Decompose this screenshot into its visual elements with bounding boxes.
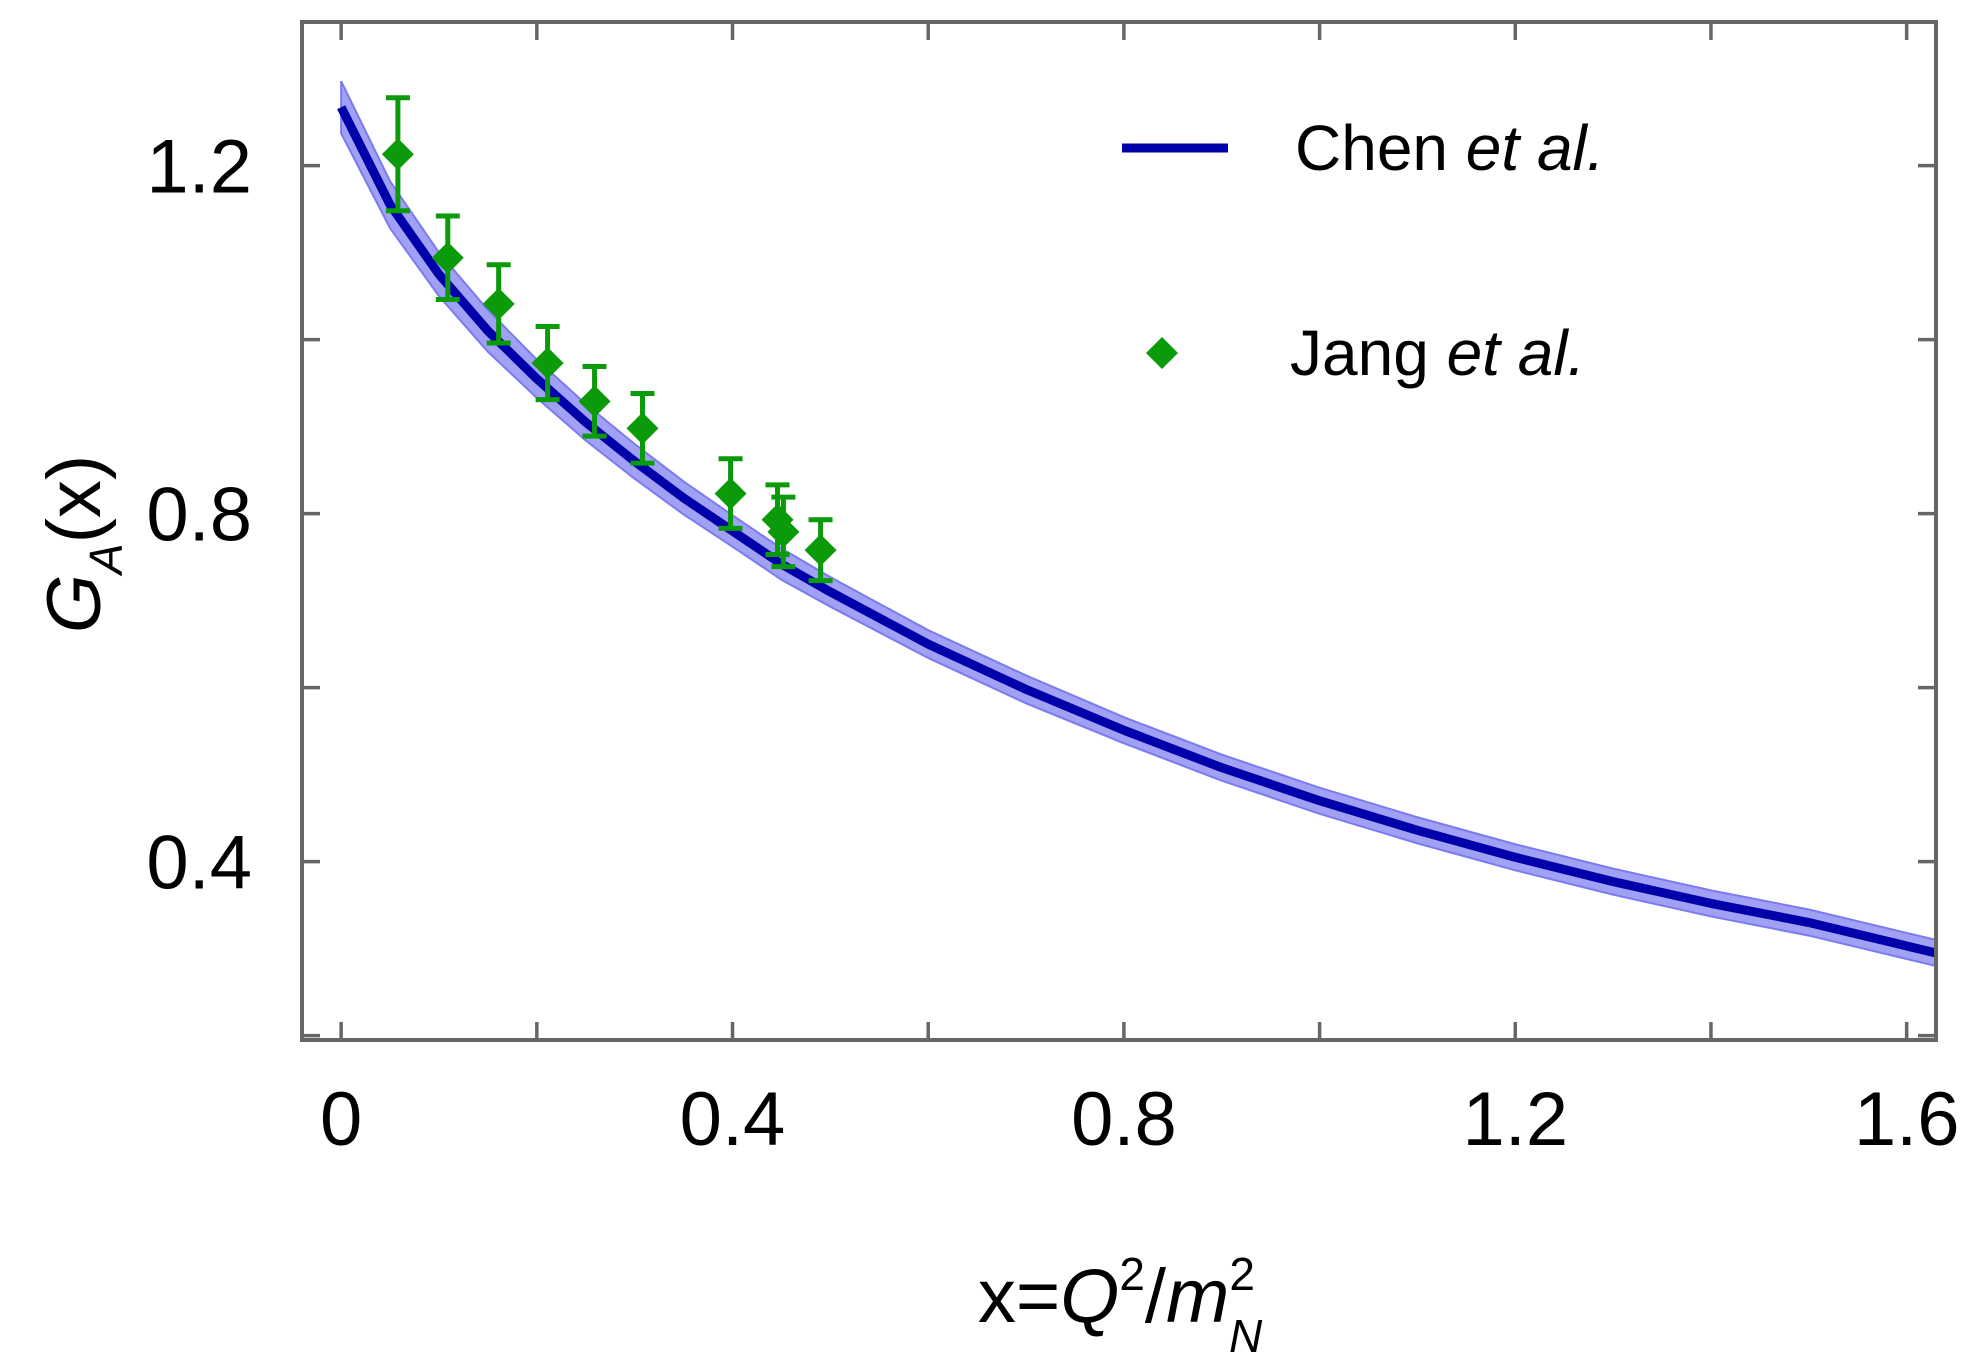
legend-chen-name: Chen — [1295, 112, 1448, 184]
jang-data-point — [482, 287, 515, 320]
axis-ticks-group — [302, 22, 1936, 1040]
jang-data-point — [431, 241, 464, 274]
chen-uncertainty-band — [340, 80, 1937, 968]
legend-jang-swatch — [1146, 337, 1178, 369]
y-axis-title: GA(x) — [32, 455, 132, 633]
jang-data-point — [767, 515, 800, 548]
y-tick-label: 0.8 — [146, 473, 252, 558]
jang-data-points-group — [381, 95, 837, 584]
jang-data-point — [804, 534, 837, 567]
x-tick-label: 0.4 — [680, 1077, 786, 1162]
x-tick-label: 1.2 — [1462, 1077, 1568, 1162]
chen-curve-group — [337, 105, 1938, 958]
x-tick-labels: 0 0.4 0.8 1.2 1.6 — [320, 1077, 1959, 1162]
jang-data-point — [578, 385, 611, 418]
jang-data-point — [714, 477, 747, 510]
y-tick-labels: 0.4 0.8 1.2 — [146, 125, 252, 906]
jang-data-point — [626, 412, 659, 445]
legend-jang-etal: et al. — [1447, 317, 1586, 389]
x-tick-label: 0 — [320, 1077, 362, 1162]
legend-chen-etal: et al. — [1466, 112, 1605, 184]
chen-uncertainty-band-group — [340, 80, 1937, 968]
legend-jang-name: Jang — [1290, 317, 1429, 389]
x-tick-label: 0.8 — [1071, 1077, 1177, 1162]
legend-jang-label: Jang et al. — [1290, 317, 1585, 389]
jang-data-point — [531, 347, 564, 380]
x-axis-title: x=Q2/m2 N — [978, 1248, 1263, 1353]
y-tick-label: 0.4 — [146, 821, 252, 906]
legend-chen-label: Chen et al. — [1295, 112, 1605, 184]
chen-curve — [337, 105, 1938, 958]
y-tick-label: 1.2 — [146, 125, 252, 210]
jang-data-point — [381, 138, 414, 171]
plot-frame — [300, 20, 1938, 1042]
x-tick-label: 1.6 — [1854, 1077, 1960, 1162]
legend: Chen et al. Jang et al. — [1122, 112, 1605, 389]
